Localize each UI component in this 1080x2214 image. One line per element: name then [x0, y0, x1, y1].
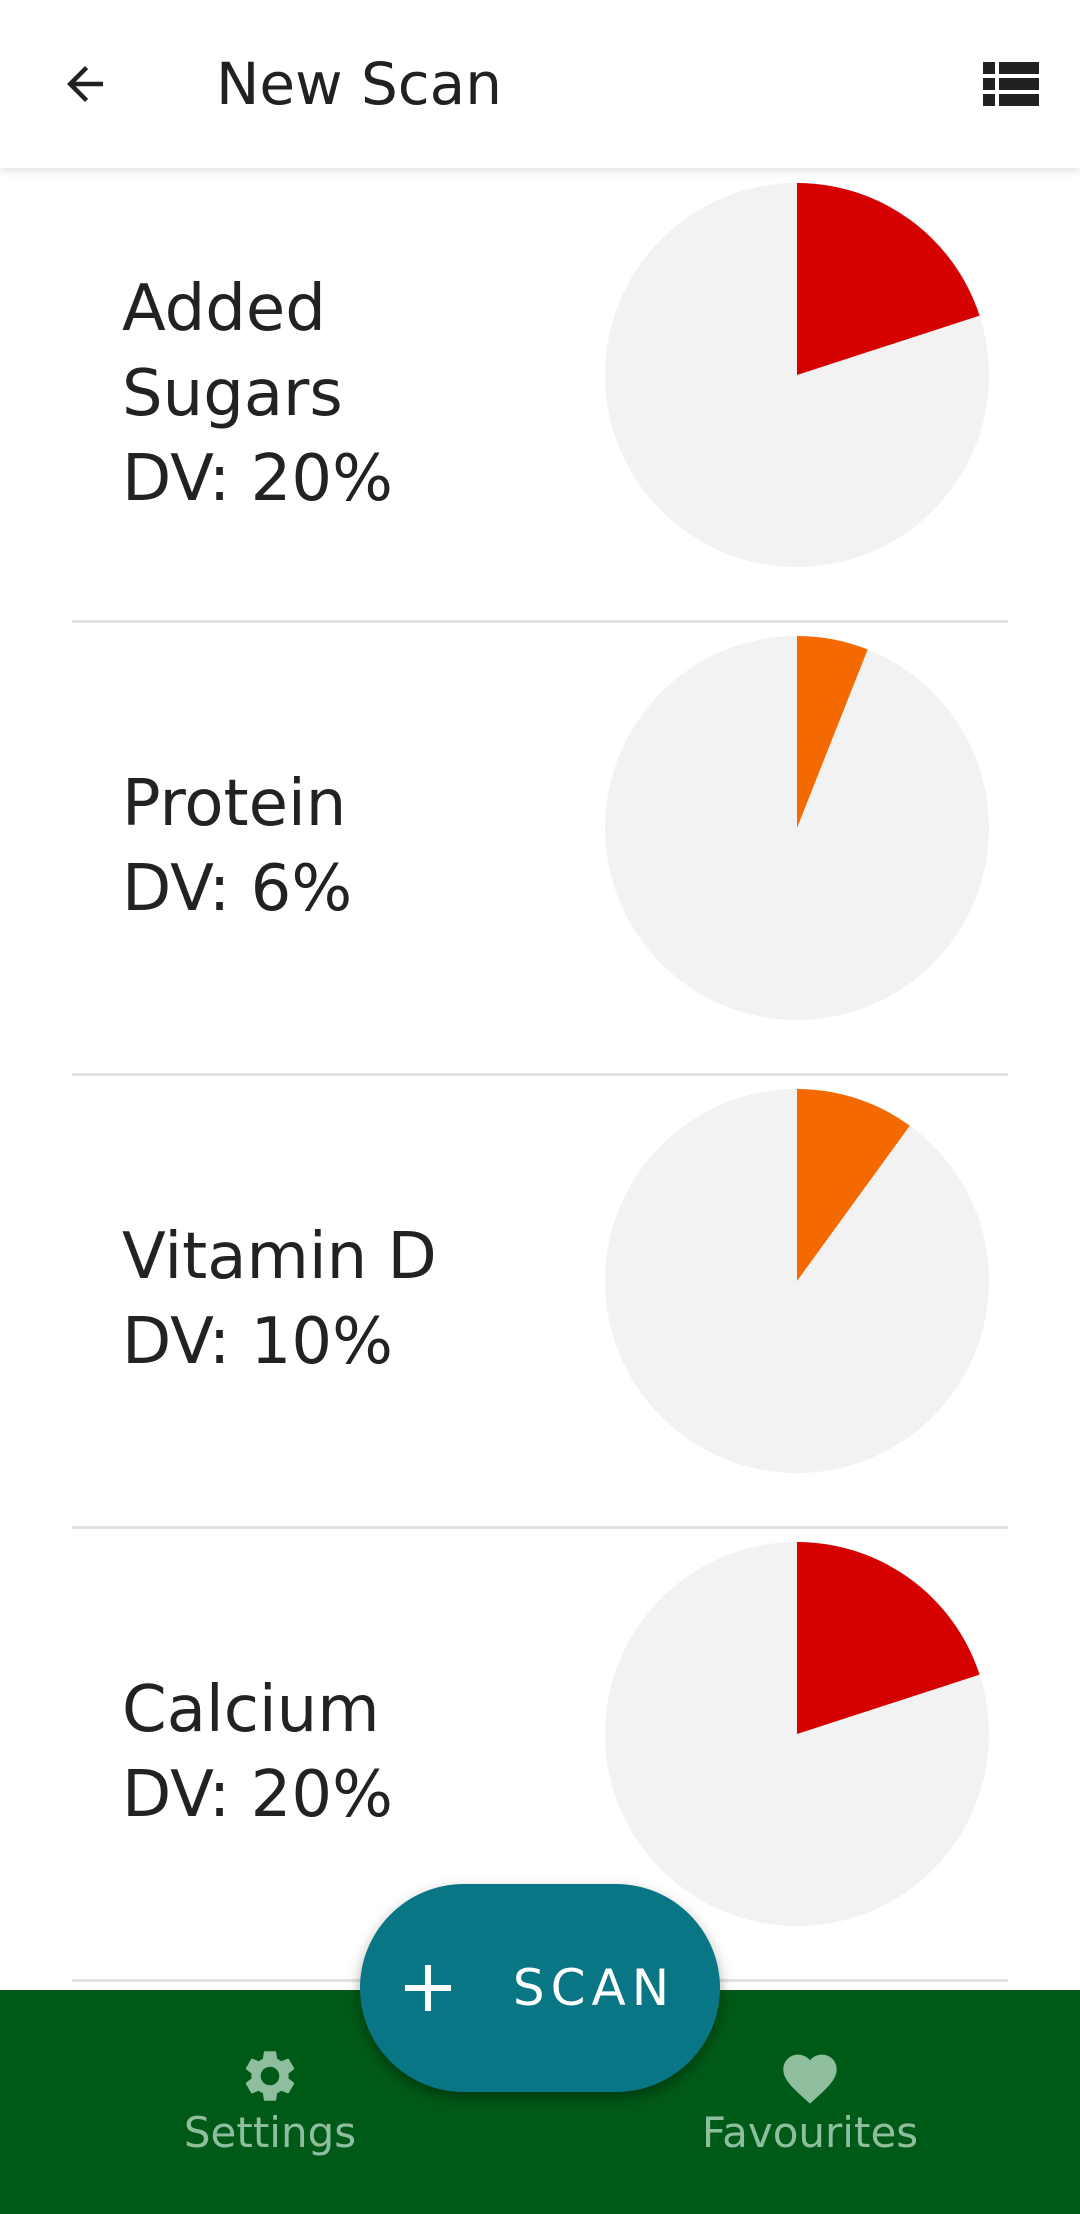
- arrow-back-icon: [67, 66, 103, 102]
- back-button[interactable]: [40, 44, 130, 124]
- gear-icon: [245, 2051, 295, 2101]
- nav-item-settings[interactable]: Settings: [0, 1990, 540, 2214]
- heart-icon: [783, 2054, 837, 2104]
- nutrient-list: Added Sugars DV: 20% Protein DV: 6% Vita…: [0, 168, 1080, 1990]
- scan-button-label: SCAN: [512, 1959, 676, 2017]
- scan-button[interactable]: SCAN: [360, 1884, 720, 2092]
- dv-pie-chart: [605, 1089, 989, 1473]
- dv-pie-chart: [605, 636, 989, 1020]
- nutrient-dv: DV: 20%: [122, 441, 393, 516]
- page-title: New Scan: [216, 50, 502, 118]
- nutrient-name: Added Sugars: [122, 271, 343, 431]
- dv-pie-chart: [605, 1542, 989, 1926]
- nav-label-settings: Settings: [183, 2108, 357, 2157]
- nutrient-dv: DV: 20%: [122, 1758, 393, 1832]
- nav-label-favourites: Favourites: [701, 2108, 919, 2157]
- app-bar: New Scan: [0, 0, 1080, 168]
- nutrient-dv: DV: 6%: [122, 852, 353, 926]
- pie-slice: [797, 183, 980, 375]
- pie-slice: [797, 1089, 910, 1281]
- dv-pie-chart: [605, 183, 989, 567]
- pie-slice: [797, 1542, 980, 1734]
- list-item[interactable]: Added Sugars DV: 20%: [72, 168, 1008, 623]
- nutrient-name: Protein: [122, 767, 347, 841]
- list-item[interactable]: Calcium DV: 20%: [72, 1527, 1008, 1982]
- list-item[interactable]: Vitamin D DV: 10%: [72, 1074, 1008, 1529]
- plus-icon: [404, 1965, 451, 2011]
- nav-item-favourites[interactable]: Favourites: [540, 1990, 1080, 2214]
- list-view-button[interactable]: [966, 44, 1056, 124]
- view-list-icon: [983, 62, 1039, 106]
- list-item[interactable]: Protein DV: 6%: [72, 621, 1008, 1076]
- pie-slice: [797, 636, 868, 828]
- nutrient-name: Vitamin D: [122, 1220, 437, 1294]
- nutrient-dv: DV: 10%: [122, 1305, 393, 1379]
- nutrient-name: Calcium: [122, 1673, 380, 1747]
